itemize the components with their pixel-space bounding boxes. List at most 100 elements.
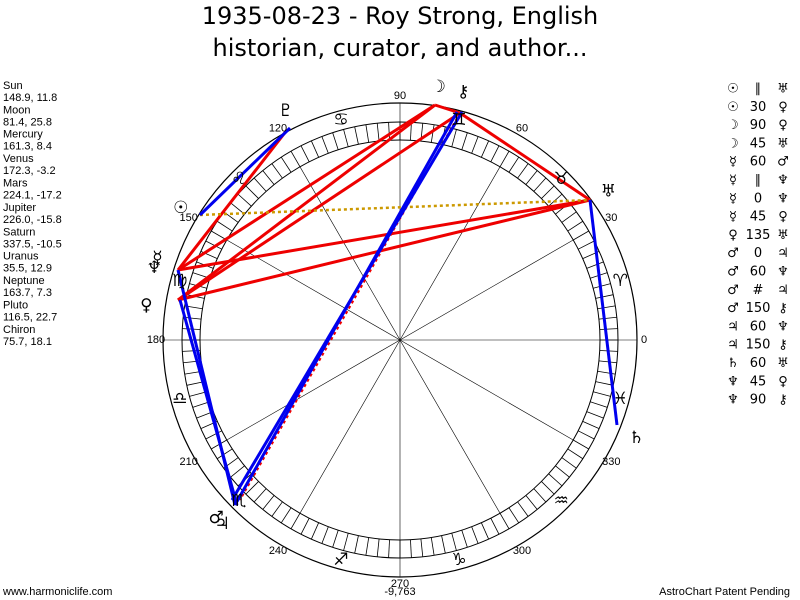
aspect-planet: ♀: [778, 100, 788, 115]
planet-name: Venus: [3, 153, 34, 165]
aspect-planet: ⚷: [778, 301, 788, 316]
aspect-planet: ♆: [727, 393, 739, 408]
spoke: [226, 239, 401, 341]
ring-tick: [300, 518, 310, 535]
aspect-planet: ♆: [777, 319, 789, 334]
ring-tick: [561, 457, 577, 469]
ring-tick: [245, 185, 259, 199]
ring-tick: [205, 240, 222, 250]
planet-position: 116.5, 22.7: [3, 312, 57, 324]
ring-tick: [271, 501, 283, 517]
aspect-line: [198, 126, 292, 217]
aspect-type: 150: [746, 301, 771, 316]
ring-tick: [192, 401, 210, 408]
aspect-type: 45: [750, 374, 767, 389]
aspect-type: 60: [750, 155, 767, 170]
ring-tick: [205, 430, 222, 440]
ring-tick: [253, 488, 267, 503]
ring-tick: [271, 163, 283, 179]
aspect-line: [177, 198, 591, 302]
footer-center: -9,763: [384, 586, 415, 598]
planet-name: Moon: [3, 104, 31, 116]
aspect-line: [177, 103, 436, 272]
aspect-planet: ♃: [727, 319, 739, 334]
aspect-type: ∥: [755, 173, 762, 188]
ring-tick: [280, 507, 292, 524]
sign-glyph: ♏: [231, 491, 246, 511]
aspect-type: 150: [746, 338, 771, 353]
ring-tick: [471, 136, 479, 154]
ring-tick: [430, 124, 435, 143]
aspect-line: [177, 111, 461, 302]
ring-tick: [216, 220, 233, 232]
aspect-planet: ⚷: [778, 393, 788, 408]
aspect-planet: ♅: [777, 136, 789, 151]
planet-glyph: ♇: [278, 101, 293, 121]
sign-glyph: ♋: [333, 110, 348, 130]
aspect-planet: ♂: [727, 283, 739, 298]
ring-tick: [365, 537, 370, 556]
ring-tick: [517, 163, 529, 179]
ring-tick: [508, 156, 520, 173]
ring-tick: [595, 381, 614, 386]
aspect-type: 0: [754, 246, 762, 261]
ring-tick: [461, 530, 468, 548]
planet-name: Saturn: [3, 226, 35, 238]
ring-tick: [548, 473, 563, 487]
aspect-planet: ♅: [777, 356, 789, 371]
ring-tick: [420, 538, 424, 557]
ring-tick: [598, 360, 617, 364]
planet-name: Mars: [3, 178, 28, 190]
ring-tick: [262, 495, 275, 510]
planet-glyph: ♄: [629, 428, 644, 448]
aspect-planet: ☽: [727, 118, 739, 133]
footer-right: AstroChart Patent Pending: [659, 586, 790, 598]
aspect-line: [177, 103, 436, 302]
ring-tick: [451, 533, 457, 551]
sign-glyph: ♍: [172, 271, 187, 291]
aspect-planet: ♆: [777, 265, 789, 280]
aspect-type: 135: [746, 228, 771, 243]
title-line: historian, curator, and author...: [213, 34, 588, 62]
sign-glyph: ♎: [172, 389, 187, 409]
degree-label: 30: [605, 212, 617, 224]
ring-tick: [593, 283, 611, 289]
planet-glyph: ☿: [152, 248, 162, 268]
ring-tick: [388, 539, 390, 558]
ring-tick: [376, 538, 380, 557]
ring-tick: [216, 448, 233, 460]
ring-tick: [567, 448, 584, 460]
aspect-planet: ☉: [727, 100, 739, 115]
ring-tick: [230, 465, 245, 478]
planet-glyph: ☉: [173, 198, 188, 218]
ring-tick: [332, 132, 339, 150]
ring-tick: [517, 501, 529, 517]
ring-tick: [262, 170, 275, 185]
planet-name: Uranus: [3, 251, 39, 263]
ring-tick: [533, 488, 547, 503]
aspect-type: 90: [750, 118, 767, 133]
ring-tick: [388, 122, 390, 141]
sign-glyph: ♑: [451, 550, 466, 570]
ring-tick: [310, 522, 320, 540]
ring-tick: [533, 177, 547, 192]
ring-tick: [410, 539, 412, 558]
spoke: [226, 339, 401, 441]
planet-glyph: ♀: [140, 296, 152, 316]
ring-tick: [461, 132, 468, 150]
ring-tick: [525, 170, 538, 185]
ring-tick: [582, 420, 600, 430]
ring-tick: [593, 391, 611, 397]
ring-tick: [410, 122, 412, 141]
aspect-planet: ♄: [727, 356, 739, 371]
planet-name: Neptune: [3, 275, 45, 287]
ring-tick: [332, 530, 339, 548]
ring-tick: [598, 316, 617, 320]
aspect-planet: ♆: [777, 191, 789, 206]
planet-name: Chiron: [3, 324, 35, 336]
ring-tick: [573, 439, 589, 450]
planet-name: Mercury: [3, 129, 43, 141]
planet-position: 81.4, 25.8: [3, 116, 52, 128]
degree-label: 180: [147, 334, 165, 346]
ring-tick: [354, 126, 359, 145]
